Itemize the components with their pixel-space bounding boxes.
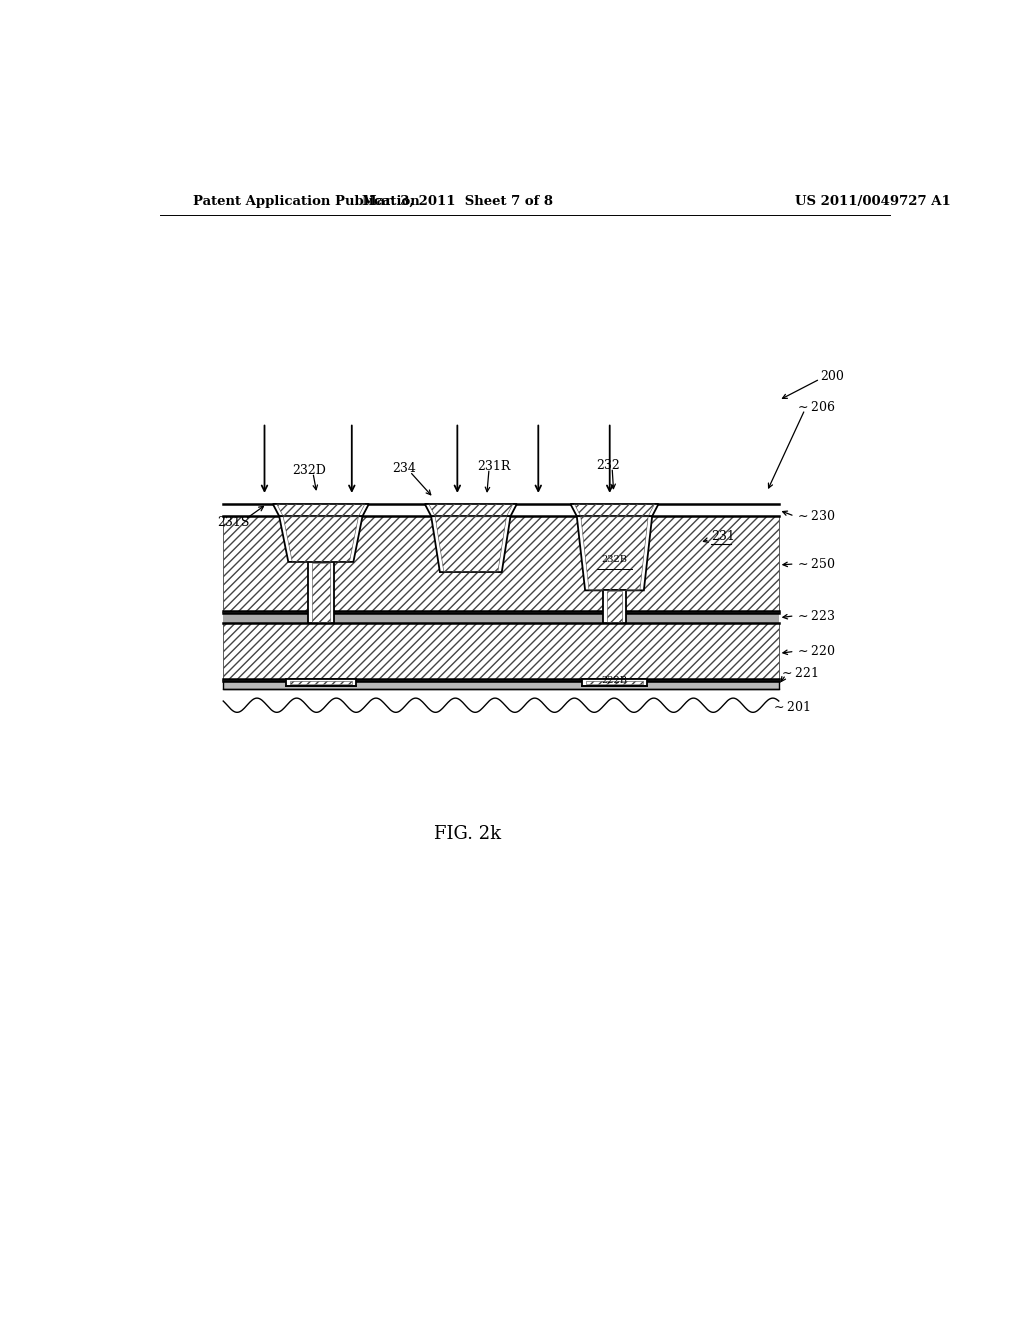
Bar	[290, 681, 352, 684]
Text: 222B: 222B	[601, 676, 628, 685]
Text: $\sim$206: $\sim$206	[795, 400, 835, 414]
Bar	[223, 612, 778, 623]
Bar	[223, 516, 778, 611]
Text: US 2011/0049727 A1: US 2011/0049727 A1	[795, 194, 950, 207]
Polygon shape	[570, 504, 658, 516]
Text: 200: 200	[820, 371, 844, 383]
Text: 232: 232	[596, 459, 620, 471]
Polygon shape	[280, 516, 362, 562]
Text: Mar. 3, 2011  Sheet 7 of 8: Mar. 3, 2011 Sheet 7 of 8	[361, 194, 553, 207]
Bar	[223, 623, 778, 678]
Text: 231R: 231R	[477, 459, 511, 473]
Text: 232D: 232D	[292, 463, 326, 477]
Bar	[308, 562, 334, 623]
Text: 231: 231	[712, 531, 735, 543]
Text: $\sim$221: $\sim$221	[778, 665, 818, 680]
Bar	[223, 516, 778, 611]
Bar	[586, 681, 643, 684]
Bar	[223, 623, 778, 678]
Text: $\sim$201: $\sim$201	[771, 700, 810, 714]
Text: 231S: 231S	[217, 516, 249, 529]
Bar	[582, 678, 647, 686]
Bar	[606, 591, 623, 622]
Bar	[286, 678, 355, 686]
Text: 234: 234	[392, 462, 416, 475]
Bar	[312, 562, 330, 622]
Polygon shape	[272, 504, 369, 516]
Text: $\sim$220: $\sim$220	[795, 644, 835, 659]
Bar	[602, 590, 627, 623]
Bar	[223, 681, 778, 689]
Polygon shape	[431, 516, 511, 572]
Polygon shape	[425, 504, 517, 516]
Text: 232B: 232B	[601, 556, 628, 565]
Text: $\sim$250: $\sim$250	[795, 557, 835, 572]
Text: FIG. 2k: FIG. 2k	[433, 825, 501, 843]
Text: $\sim$230: $\sim$230	[795, 510, 835, 523]
Text: Patent Application Publication: Patent Application Publication	[194, 194, 420, 207]
Polygon shape	[577, 516, 652, 590]
Text: $\sim$223: $\sim$223	[795, 609, 835, 623]
